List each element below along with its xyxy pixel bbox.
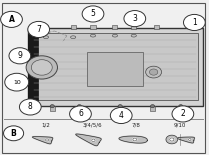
Text: 1/2: 1/2 (42, 122, 50, 127)
Circle shape (150, 105, 155, 108)
Ellipse shape (43, 36, 48, 39)
Ellipse shape (90, 34, 96, 37)
Circle shape (133, 138, 137, 141)
Circle shape (184, 14, 205, 31)
Circle shape (31, 60, 52, 75)
Text: 3/4/5/6: 3/4/5/6 (82, 122, 102, 127)
Circle shape (189, 139, 191, 140)
Text: 9/10: 9/10 (173, 122, 186, 127)
Text: 7: 7 (36, 25, 41, 34)
Circle shape (82, 6, 104, 22)
FancyBboxPatch shape (87, 52, 143, 86)
Circle shape (5, 73, 29, 91)
FancyBboxPatch shape (90, 25, 96, 29)
FancyBboxPatch shape (150, 106, 155, 111)
Text: 3: 3 (132, 14, 137, 23)
Circle shape (118, 105, 122, 108)
Text: 2: 2 (181, 109, 185, 118)
Text: A: A (9, 15, 14, 24)
Text: 4: 4 (119, 111, 124, 120)
Circle shape (170, 138, 174, 141)
Circle shape (77, 105, 82, 108)
Text: 8: 8 (28, 102, 33, 111)
Circle shape (146, 66, 162, 78)
FancyBboxPatch shape (131, 25, 136, 29)
FancyBboxPatch shape (178, 106, 183, 111)
Text: 9: 9 (17, 51, 22, 60)
Circle shape (70, 106, 91, 122)
Polygon shape (32, 137, 53, 144)
FancyBboxPatch shape (28, 34, 38, 100)
Circle shape (28, 21, 50, 38)
Polygon shape (119, 136, 147, 143)
Circle shape (166, 135, 178, 144)
FancyBboxPatch shape (118, 106, 123, 111)
FancyBboxPatch shape (28, 28, 203, 106)
Text: 1: 1 (192, 18, 197, 27)
Circle shape (1, 11, 22, 27)
Circle shape (50, 105, 54, 108)
FancyBboxPatch shape (71, 25, 76, 29)
Text: 6: 6 (78, 109, 83, 118)
Circle shape (9, 48, 31, 64)
Circle shape (19, 99, 41, 115)
Text: B: B (11, 129, 17, 138)
FancyBboxPatch shape (33, 33, 198, 100)
Circle shape (172, 106, 194, 122)
Text: 10: 10 (13, 80, 21, 85)
Circle shape (110, 107, 132, 124)
Ellipse shape (112, 34, 117, 37)
Circle shape (149, 69, 158, 75)
Text: 5: 5 (90, 9, 96, 18)
Circle shape (179, 105, 183, 108)
FancyBboxPatch shape (112, 25, 117, 29)
Circle shape (4, 126, 24, 141)
Circle shape (124, 11, 146, 27)
FancyBboxPatch shape (43, 25, 48, 29)
Ellipse shape (70, 36, 76, 39)
Circle shape (92, 139, 95, 142)
FancyBboxPatch shape (154, 25, 159, 29)
FancyBboxPatch shape (50, 106, 55, 111)
FancyBboxPatch shape (2, 3, 205, 153)
Circle shape (46, 139, 48, 141)
Polygon shape (177, 137, 195, 143)
Ellipse shape (131, 34, 136, 37)
Text: 7/8: 7/8 (131, 122, 140, 127)
Polygon shape (76, 134, 101, 146)
FancyBboxPatch shape (77, 106, 82, 111)
Circle shape (26, 56, 57, 79)
